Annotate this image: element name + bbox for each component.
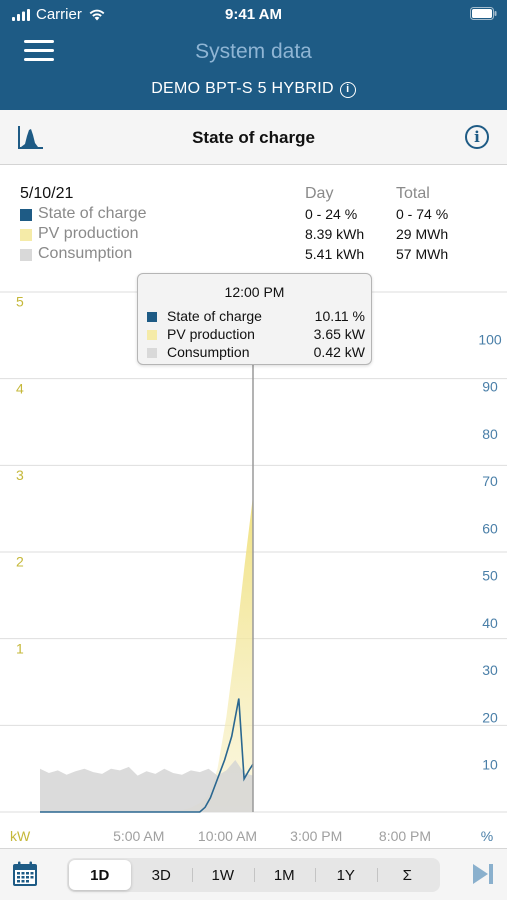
period-total[interactable]: Σ bbox=[376, 860, 439, 890]
wifi-icon bbox=[89, 9, 105, 21]
period-selector: 1D 3D 1W 1M 1Y Σ bbox=[67, 858, 440, 892]
status-bar: Carrier 9:41 AM bbox=[0, 0, 507, 30]
consumption-area bbox=[40, 760, 253, 812]
left-axis-unit: kW bbox=[10, 828, 31, 842]
x-axis-tick-label: 8:00 PM bbox=[379, 828, 431, 842]
period-1w[interactable]: 1W bbox=[192, 860, 254, 890]
chart-title: State of charge bbox=[192, 128, 315, 147]
carrier-info: Carrier bbox=[12, 6, 106, 23]
device-name: DEMO BPT-S 5 HYBRID bbox=[151, 80, 334, 97]
right-axis-tick-label: 60 bbox=[482, 520, 498, 536]
state-of-charge-chart[interactable]: 1234561020304050607080901005:00 AM10:00 … bbox=[0, 282, 507, 842]
legend-label: Consumption bbox=[38, 245, 133, 262]
pv-production-swatch bbox=[20, 229, 32, 241]
chart-type-icon[interactable] bbox=[16, 124, 44, 150]
tooltip-label: Consumption bbox=[167, 344, 250, 360]
total-column-header: Total bbox=[396, 185, 430, 202]
right-axis-tick-label: 10 bbox=[482, 757, 498, 773]
device-selector[interactable]: DEMO BPT-S 5 HYBRID i bbox=[0, 80, 507, 98]
right-axis-tick-label: 90 bbox=[482, 379, 498, 395]
tooltip-value: 0.42 kW bbox=[313, 344, 365, 360]
x-axis-tick-label: 3:00 PM bbox=[290, 828, 342, 842]
tooltip-row-pv-production: PV production 3.65 kW bbox=[147, 326, 365, 344]
tooltip-label: PV production bbox=[167, 326, 255, 342]
legend-day-value: 0 - 24 % bbox=[305, 206, 358, 222]
right-axis-unit: % bbox=[481, 828, 493, 842]
chart-info-icon[interactable]: i bbox=[465, 125, 489, 149]
right-axis-tick-label: 40 bbox=[482, 615, 498, 631]
legend-total-value: 29 MWh bbox=[396, 226, 449, 242]
legend-day-value: 8.39 kWh bbox=[305, 226, 365, 242]
legend-day-value: 5.41 kWh bbox=[305, 246, 365, 262]
right-axis-tick-label: 80 bbox=[482, 426, 498, 442]
left-axis-tick-label: 2 bbox=[16, 554, 24, 570]
legend-label: State of charge bbox=[38, 205, 147, 222]
right-axis-tick-label: 20 bbox=[482, 709, 498, 725]
left-axis-tick-label: 5 bbox=[16, 294, 24, 310]
battery-icon bbox=[470, 7, 497, 20]
legend-row-consumption[interactable]: Consumption 5.41 kWh 57 MWh bbox=[20, 245, 490, 265]
x-axis-tick-label: 5:00 AM bbox=[113, 828, 164, 842]
signal-icon bbox=[12, 8, 30, 21]
tooltip-row-consumption: Consumption 0.42 kW bbox=[147, 344, 365, 362]
right-axis-tick-label: 30 bbox=[482, 662, 498, 678]
left-axis-tick-label: 3 bbox=[16, 467, 24, 483]
page-title: System data bbox=[195, 40, 312, 63]
menu-icon[interactable] bbox=[24, 40, 54, 64]
chart-header: State of charge i bbox=[0, 110, 507, 165]
legend-row-state-of-charge[interactable]: State of charge 0 - 24 % 0 - 74 % bbox=[20, 205, 490, 225]
skip-to-end-icon[interactable] bbox=[471, 862, 495, 886]
legend-total-value: 57 MWh bbox=[396, 246, 449, 262]
period-1d[interactable]: 1D bbox=[69, 860, 131, 890]
device-info-icon[interactable]: i bbox=[339, 82, 356, 98]
pv-production-area bbox=[40, 495, 253, 812]
app-header: Carrier 9:41 AM System data DEMO BPT-S 5… bbox=[0, 0, 507, 110]
x-axis-tick-label: 10:00 AM bbox=[198, 828, 257, 842]
tooltip-row-state-of-charge: State of charge 10.11 % bbox=[147, 308, 365, 326]
tooltip-swatch bbox=[147, 348, 157, 358]
carrier-name: Carrier bbox=[36, 6, 82, 23]
right-axis-tick-label: 70 bbox=[482, 473, 498, 489]
legend-label: PV production bbox=[38, 225, 139, 242]
calendar-icon[interactable] bbox=[12, 861, 38, 887]
consumption-swatch bbox=[20, 249, 32, 261]
state-of-charge-swatch bbox=[20, 209, 32, 221]
bottom-toolbar: 1D 3D 1W 1M 1Y Σ bbox=[0, 848, 507, 900]
legend-row-pv-production[interactable]: PV production 8.39 kWh 29 MWh bbox=[20, 225, 490, 245]
period-1m[interactable]: 1M bbox=[253, 860, 316, 890]
right-axis-tick-label: 50 bbox=[482, 568, 498, 584]
tooltip-value: 3.65 kW bbox=[313, 326, 365, 342]
period-3d[interactable]: 3D bbox=[151, 866, 171, 884]
tooltip-swatch bbox=[147, 312, 157, 322]
period-1y[interactable]: 1Y bbox=[315, 860, 377, 890]
tooltip-label: State of charge bbox=[167, 308, 262, 324]
selected-date: 5/10/21 bbox=[20, 185, 74, 202]
state-of-charge-line bbox=[40, 698, 254, 813]
tooltip-value: 10.11 % bbox=[314, 308, 365, 324]
left-axis-tick-label: 4 bbox=[16, 380, 24, 396]
tooltip-swatch bbox=[147, 330, 157, 340]
status-time: 9:41 AM bbox=[225, 6, 282, 23]
tooltip-time: 12:00 PM bbox=[224, 284, 285, 300]
chart-tooltip: 12:00 PM State of charge 10.11 % PV prod… bbox=[137, 273, 372, 365]
right-axis-tick-label: 100 bbox=[478, 331, 502, 347]
day-column-header: Day bbox=[305, 185, 334, 202]
left-axis-tick-label: 1 bbox=[16, 640, 24, 656]
legend-total-value: 0 - 74 % bbox=[396, 206, 449, 222]
